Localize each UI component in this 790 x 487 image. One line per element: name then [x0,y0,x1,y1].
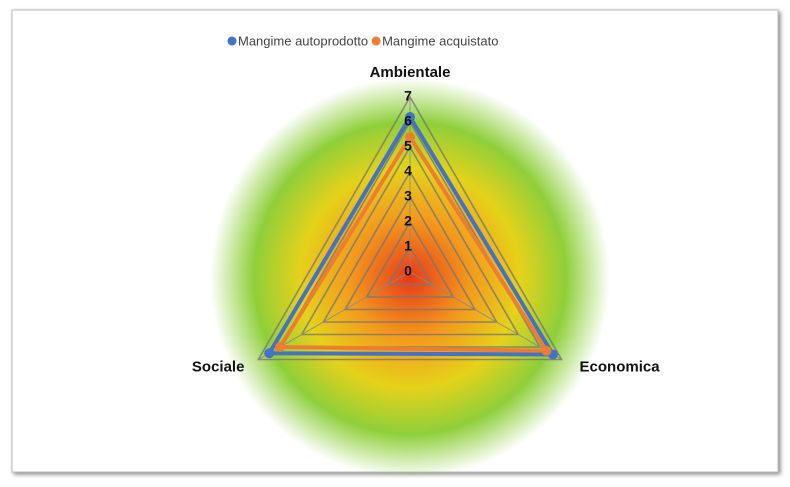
grid-line [365,220,455,298]
r-tick-label: 2 [404,213,412,229]
r-tick-label: 0 [404,263,412,279]
axis-label: Sociale [192,358,245,375]
data-point [541,345,552,356]
legend-label: Mangime autoprodotto [238,33,368,48]
series-line [278,135,549,353]
axis-line [409,271,562,360]
legend-label: Mangime acquistato [382,33,498,48]
r-tick-label: 3 [404,188,412,204]
r-tick-label: 6 [404,113,412,129]
data-point [405,132,415,142]
grid-line [386,245,434,286]
legend-marker [371,36,381,46]
axis-label: Ambientale [370,64,451,81]
data-point [275,342,286,352]
grid-line [257,95,563,361]
r-tick-label: 4 [404,163,412,179]
legend: Mangime autoprodotto Mangime acquistato [227,33,498,48]
axis-label: Economica [580,358,661,375]
data-point [264,348,275,359]
r-tick-label: 7 [404,88,412,104]
series-line [267,115,555,357]
grid-line [322,170,498,323]
r-tick-label: 1 [404,238,412,254]
grid-line [343,195,477,311]
legend-marker [227,36,237,46]
background-glow [210,78,610,478]
r-tick-label: 5 [404,138,412,154]
data-point [405,112,415,122]
grid-line [300,145,520,336]
